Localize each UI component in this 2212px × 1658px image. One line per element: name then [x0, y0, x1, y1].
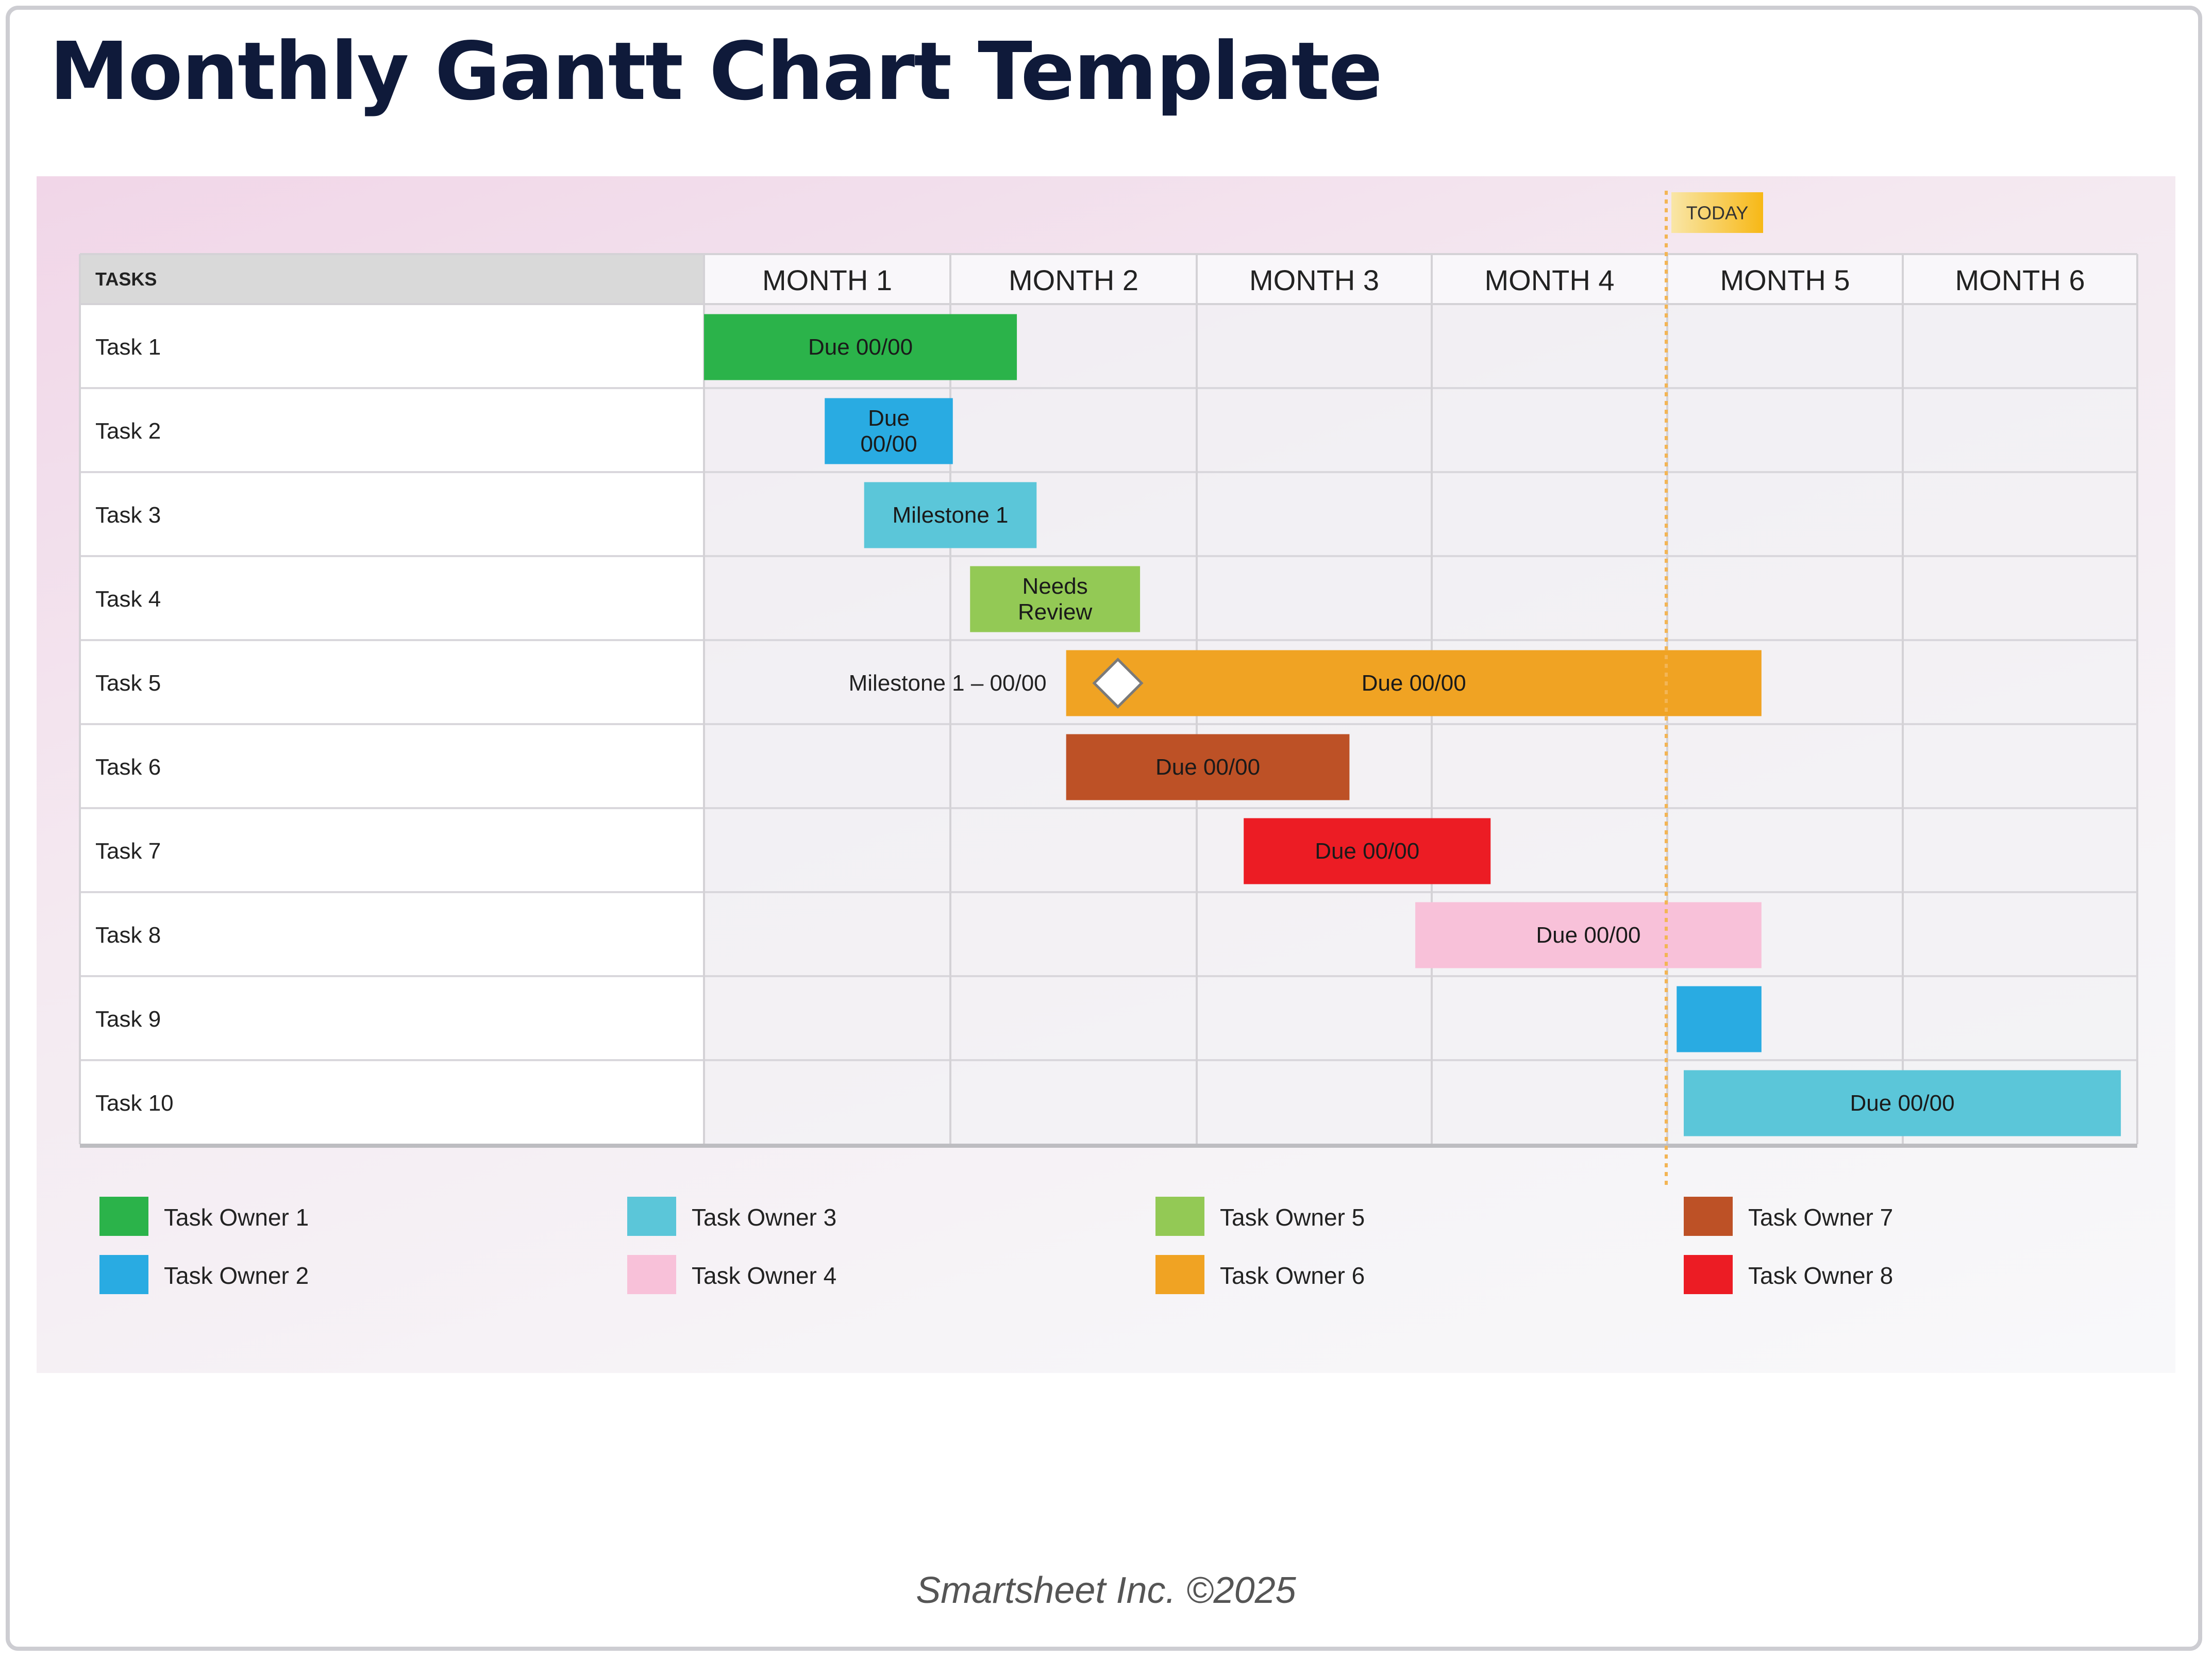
task-bar-1 — [704, 314, 1017, 380]
task-bar-label-2: 00/00 — [860, 431, 917, 457]
task-name-5: Task 5 — [95, 671, 161, 696]
footer-copyright: Smartsheet Inc. ©2025 — [916, 1570, 1296, 1611]
legend-swatch-6 — [1155, 1255, 1204, 1294]
tasks-header-bg — [80, 254, 704, 304]
month-header-2: MONTH 2 — [1009, 264, 1138, 296]
task-name-4: Task 4 — [95, 587, 161, 612]
legend-swatch-1 — [99, 1197, 148, 1236]
task-bar-label-1: Due 00/00 — [808, 334, 913, 360]
milestone-diamond — [1092, 657, 1144, 709]
task-name-10: Task 10 — [95, 1091, 174, 1116]
task-name-1: Task 1 — [95, 334, 161, 360]
today-badge — [1671, 192, 1763, 233]
task-bar-6 — [1066, 734, 1350, 800]
task-bar-label-3: Milestone 1 — [892, 503, 1008, 528]
legend-label-7: Task Owner 7 — [1748, 1204, 1893, 1231]
task-bar-label-8: Due 00/00 — [1536, 923, 1640, 948]
task-bar-9 — [1677, 986, 1762, 1052]
milestone-label: Milestone 1 – 00/00 — [849, 671, 1047, 696]
task-bar-7 — [1244, 818, 1491, 884]
legend-label-8: Task Owner 8 — [1748, 1262, 1893, 1289]
task-bar-label-6: Due 00/00 — [1155, 755, 1260, 780]
legend-swatch-2 — [99, 1255, 148, 1294]
months-header-bg — [704, 254, 2137, 304]
legend-swatch-7 — [1684, 1197, 1733, 1236]
legend-swatch-5 — [1155, 1197, 1204, 1236]
task-bar-label-4: Review — [1018, 599, 1092, 625]
task-name-9: Task 9 — [95, 1007, 161, 1032]
task-bar-10 — [1683, 1070, 2121, 1136]
legend-label-4: Task Owner 4 — [692, 1262, 836, 1289]
month-header-1: MONTH 1 — [762, 264, 892, 296]
legend-label-3: Task Owner 3 — [692, 1204, 836, 1231]
task-bar-8 — [1415, 902, 1762, 968]
legend-swatch-3 — [627, 1197, 676, 1236]
task-bar-3 — [864, 482, 1037, 548]
legend-swatch-8 — [1684, 1255, 1733, 1294]
task-name-8: Task 8 — [95, 923, 161, 948]
task-name-3: Task 3 — [95, 503, 161, 528]
task-bar-5 — [1066, 650, 1762, 716]
today-label: TODAY — [1686, 203, 1749, 224]
task-name-7: Task 7 — [95, 839, 161, 864]
task-bar-label-4: Needs — [1023, 574, 1088, 599]
legend-label-1: Task Owner 1 — [164, 1204, 309, 1231]
month-header-4: MONTH 4 — [1485, 264, 1615, 296]
legend-swatch-4 — [627, 1255, 676, 1294]
month-header-6: MONTH 6 — [1955, 264, 2085, 296]
tasks-column-header: TASKS — [95, 269, 157, 290]
page-title: Monthly Gantt Chart Template — [49, 25, 1383, 118]
month-header-3: MONTH 3 — [1249, 264, 1379, 296]
legend-label-6: Task Owner 6 — [1220, 1262, 1365, 1289]
legend-label-5: Task Owner 5 — [1220, 1204, 1365, 1231]
task-bar-label-2: Due — [868, 406, 910, 431]
legend-label-2: Task Owner 2 — [164, 1262, 309, 1289]
task-bar-label-10: Due 00/00 — [1850, 1091, 1955, 1116]
task-bar-label-5: Due 00/00 — [1362, 671, 1466, 696]
task-bar-2 — [825, 398, 953, 464]
task-name-6: Task 6 — [95, 755, 161, 780]
task-bar-4 — [970, 566, 1141, 632]
task-bar-label-7: Due 00/00 — [1315, 839, 1419, 864]
task-name-2: Task 2 — [95, 418, 161, 444]
month-header-5: MONTH 5 — [1720, 264, 1850, 296]
